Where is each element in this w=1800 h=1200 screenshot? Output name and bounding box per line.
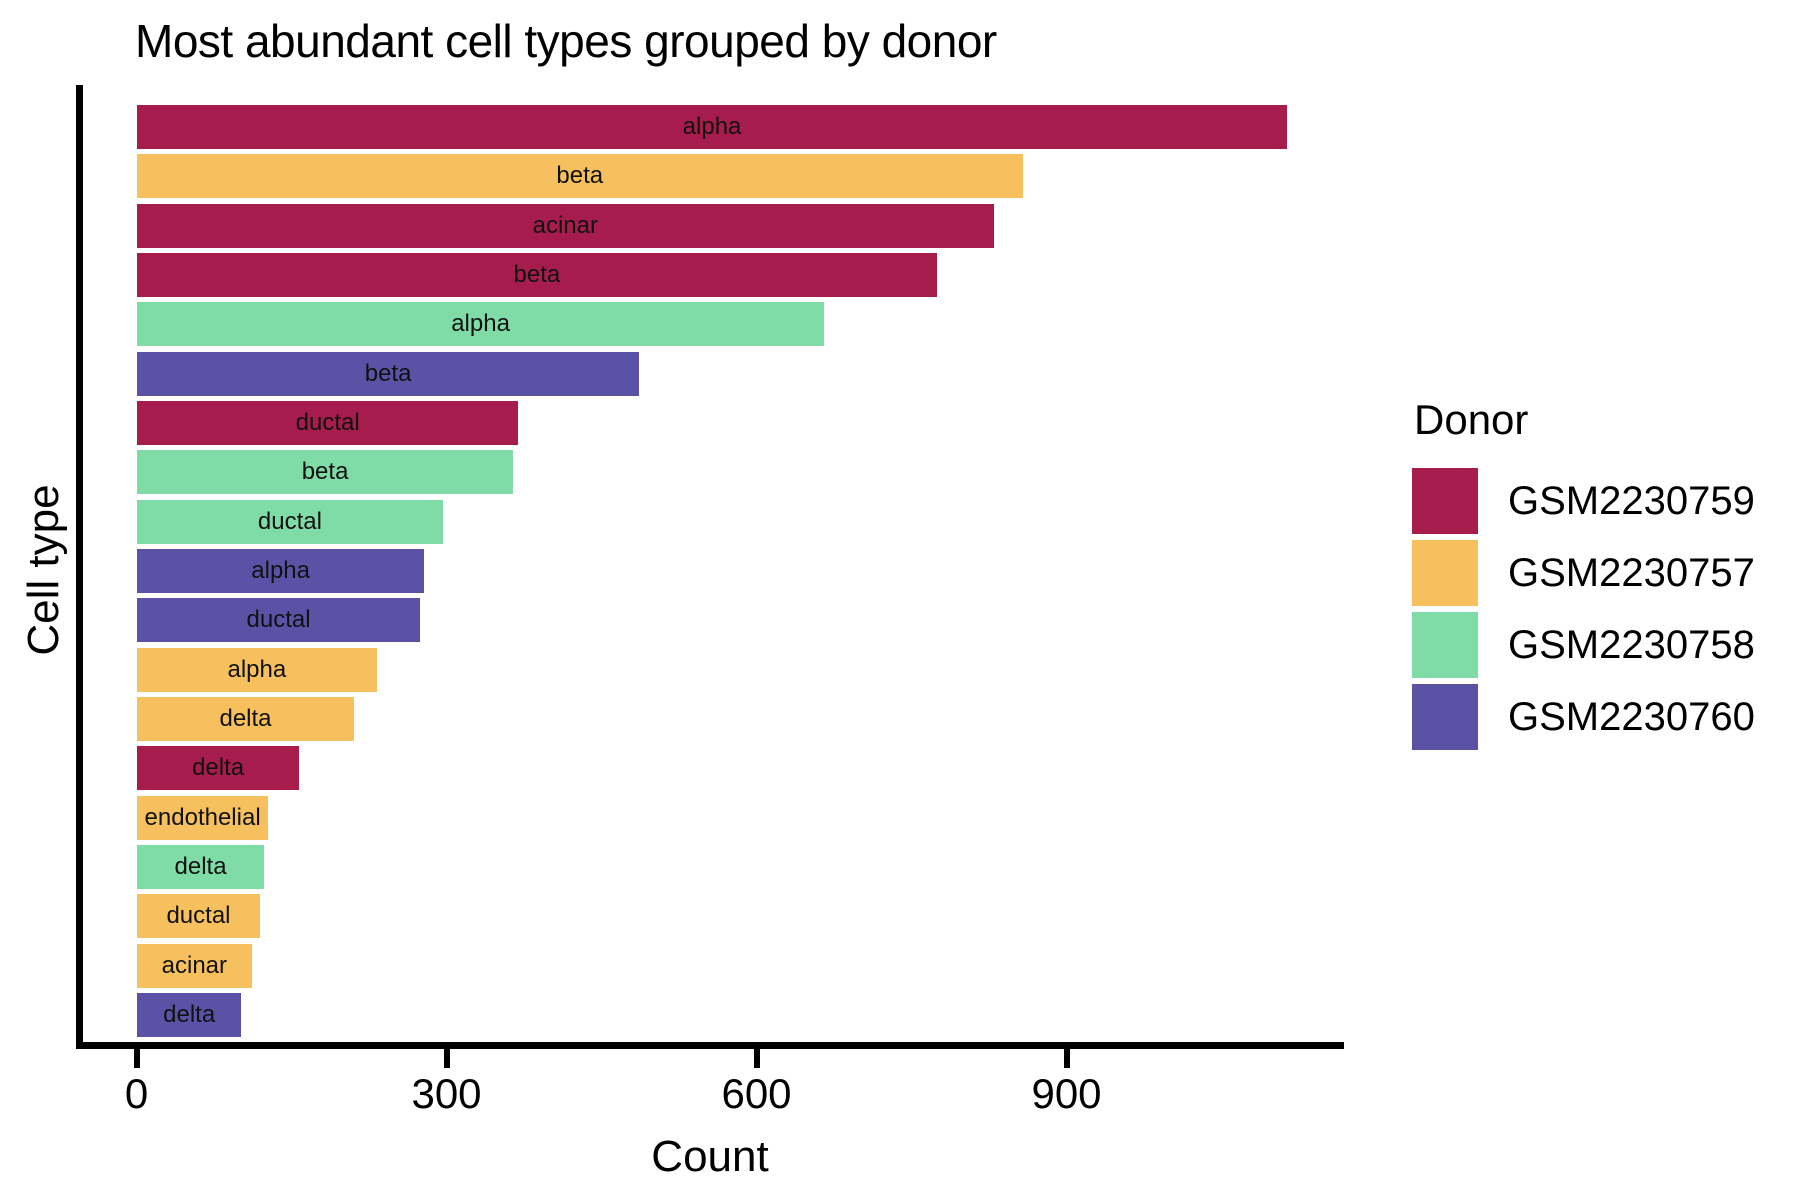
bar-label: alpha [227,655,287,683]
bar-label: alpha [682,113,742,140]
bar-label: beta [513,260,561,288]
bar-label: acinar [532,211,598,239]
x-tick-label-300: 300 [411,1070,482,1117]
legend-label: GSM2230759 [1508,478,1755,523]
x-axis-title: Count [651,1132,769,1181]
bar-acinar-GSM2230759: acinar [137,203,994,248]
bar-alpha-GSM2230758: alpha [137,302,825,347]
y-axis-title: Cell type [19,484,68,656]
legend-entry-GSM2230759: GSM2230759 [1412,468,1755,534]
bar-ductal-GSM2230757: ductal [137,894,260,939]
bar-alpha-GSM2230757: alpha [137,647,377,692]
bar-beta-GSM2230757: beta [137,154,1023,199]
bar-delta-GSM2230758: delta [137,844,265,889]
bar-endothelial-GSM2230757: endothelial [137,795,269,840]
bar-label: ductal [166,902,231,930]
legend-swatch [1412,468,1478,534]
x-tick-label-900: 900 [1031,1070,1102,1117]
x-axis-line [76,1042,1344,1049]
bar-beta-GSM2230759: beta [137,252,937,297]
x-tick-900 [1063,1049,1070,1068]
bar-label: ductal [257,507,322,535]
bar-label: ductal [295,408,360,436]
legend-swatch [1412,612,1478,678]
legend-entry-GSM2230760: GSM2230760 [1412,684,1755,750]
bar-ductal-GSM2230760: ductal [137,598,421,643]
legend-entry-GSM2230758: GSM2230758 [1412,612,1755,678]
x-tick-label-0: 0 [124,1070,149,1117]
bar-label: delta [219,704,272,732]
legend-entry-GSM2230757: GSM2230757 [1412,540,1755,606]
legend-swatch [1412,684,1478,750]
bar-label: alpha [451,310,510,338]
bar-delta-GSM2230760: delta [137,992,242,1037]
x-tick-0 [133,1049,140,1068]
legend-label: GSM2230760 [1508,694,1755,739]
bar-label: beta [364,359,412,387]
bar-beta-GSM2230760: beta [137,351,640,396]
legend-swatch [1412,540,1478,606]
bar-acinar-GSM2230757: acinar [137,943,252,988]
bar-label: beta [556,162,604,190]
legend-title: Donor [1414,396,1529,443]
bar-beta-GSM2230758: beta [137,450,514,495]
legend-rows: GSM2230759 GSM2230757 GSM2230758 GSM2230760 [1412,468,1755,750]
chart-title: Most abundant cell types grouped by dono… [135,15,997,67]
x-tick-300 [443,1049,450,1068]
bar-label: endothelial [144,803,261,831]
bar-label: delta [192,754,245,782]
bar-alpha-GSM2230760: alpha [137,548,425,593]
legend-label: GSM2230758 [1508,622,1755,667]
x-tick-600 [753,1049,760,1068]
bar-label: beta [301,458,349,486]
bar-delta-GSM2230757: delta [137,696,354,741]
bar-ductal-GSM2230758: ductal [137,499,443,544]
x-tick-label-600: 600 [721,1070,792,1117]
bar-label: ductal [246,606,311,634]
bar-ductal-GSM2230759: ductal [137,400,519,445]
y-axis-line [76,85,83,1049]
bar-label: delta [163,1000,216,1028]
bar-delta-GSM2230759: delta [137,746,300,791]
bar-alpha-GSM2230759: alpha [137,105,1288,149]
bar-label: alpha [251,556,310,584]
bar-label: delta [174,852,227,880]
legend-label: GSM2230757 [1508,550,1755,595]
bar-label: acinar [161,951,228,979]
legend: Donor GSM2230759 GSM2230757 GSM2230758 GSM2… [1412,396,1755,756]
